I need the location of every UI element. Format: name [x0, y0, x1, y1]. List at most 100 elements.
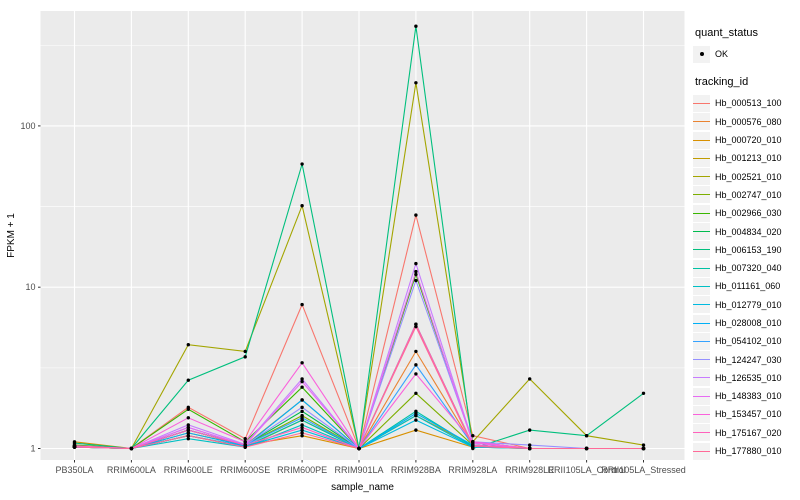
data-point[interactable]: [357, 446, 361, 451]
data-point[interactable]: [471, 434, 475, 438]
data-point[interactable]: [414, 24, 418, 28]
data-point[interactable]: [243, 349, 247, 354]
legend-item-label: Hb_028008_010: [715, 318, 782, 328]
data-point[interactable]: [414, 261, 418, 266]
legend-item-Hb_054102_010[interactable]: Hb_054102_010: [693, 332, 799, 350]
data-point[interactable]: [300, 423, 304, 427]
legend-key-line: [693, 450, 710, 452]
data-point[interactable]: [186, 423, 190, 427]
data-point[interactable]: [414, 428, 418, 432]
legend-item-Hb_012779_010[interactable]: Hb_012779_010: [693, 296, 799, 314]
data-point[interactable]: [414, 418, 418, 422]
legend-item-Hb_175167_020[interactable]: Hb_175167_020: [693, 424, 799, 442]
data-point[interactable]: [186, 431, 190, 435]
data-point[interactable]: [72, 445, 77, 449]
data-point[interactable]: [414, 349, 418, 354]
legend-tracking-id-block: tracking_id Hb_000513_100 Hb_000576_080 Hb…: [693, 76, 799, 460]
legend-key-box: [693, 332, 710, 350]
data-point[interactable]: [243, 437, 247, 441]
data-point[interactable]: [300, 379, 304, 384]
data-point[interactable]: [641, 446, 646, 451]
legend-item-Hb_002747_010[interactable]: Hb_002747_010: [693, 186, 799, 204]
data-point[interactable]: [414, 411, 418, 416]
legend-item-Hb_011161_060[interactable]: Hb_011161_060: [693, 277, 799, 295]
data-point[interactable]: [186, 428, 190, 432]
data-point[interactable]: [300, 425, 304, 430]
data-point[interactable]: [300, 431, 304, 435]
legend-key-line: [693, 212, 710, 214]
data-point[interactable]: [300, 302, 304, 307]
data-point[interactable]: [414, 363, 418, 367]
data-point[interactable]: [243, 440, 247, 444]
data-point[interactable]: [300, 162, 304, 166]
legend-item-Hb_000720_010[interactable]: Hb_000720_010: [693, 131, 799, 149]
legend-item-Hb_028008_010[interactable]: Hb_028008_010: [693, 314, 799, 332]
data-point[interactable]: [414, 213, 418, 217]
data-point[interactable]: [186, 416, 190, 420]
data-point[interactable]: [528, 428, 532, 432]
x-tick-label: RRIM600LA: [107, 465, 156, 475]
data-point[interactable]: [414, 269, 418, 274]
legend-item-Hb_000576_080[interactable]: Hb_000576_080: [693, 113, 799, 131]
legend-item-Hb_001213_010[interactable]: Hb_001213_010: [693, 149, 799, 167]
legend-item-Hb_126535_010[interactable]: Hb_126535_010: [693, 369, 799, 387]
data-point[interactable]: [414, 81, 418, 85]
legend-key-box: [693, 131, 710, 149]
data-point[interactable]: [414, 322, 418, 326]
legend-key-box: [693, 168, 710, 186]
data-point[interactable]: [72, 441, 77, 445]
legend-item-Hb_153457_010[interactable]: Hb_153457_010: [693, 405, 799, 423]
legend-item-Hb_007320_040[interactable]: Hb_007320_040: [693, 259, 799, 277]
data-point[interactable]: [584, 434, 589, 438]
data-point[interactable]: [471, 440, 475, 444]
legend-item-Hb_002521_010[interactable]: Hb_002521_010: [693, 167, 799, 186]
data-point[interactable]: [186, 437, 190, 441]
data-point[interactable]: [471, 444, 475, 449]
legend-item-label: OK: [715, 49, 729, 60]
data-point[interactable]: [584, 446, 589, 451]
data-point[interactable]: [300, 361, 304, 365]
legend-item-Hb_002966_030[interactable]: Hb_002966_030: [693, 204, 799, 222]
data-point[interactable]: [414, 324, 418, 329]
data-point[interactable]: [414, 391, 418, 395]
data-point[interactable]: [300, 416, 304, 420]
data-point[interactable]: [528, 377, 532, 381]
data-point[interactable]: [300, 434, 304, 438]
data-point[interactable]: [300, 409, 304, 414]
data-point[interactable]: [186, 434, 190, 438]
legend-item-Hb_004834_020[interactable]: Hb_004834_020: [693, 222, 799, 241]
x-tick-label: RRII105LA_Stressed: [601, 465, 686, 475]
data-point[interactable]: [186, 425, 190, 430]
legend-item-label: Hb_012779_010: [715, 299, 782, 310]
data-point[interactable]: [528, 446, 532, 451]
legend-item-Hb_006153_190[interactable]: Hb_006153_190: [693, 241, 799, 259]
data-point[interactable]: [528, 443, 532, 447]
chart-legend: quant_status OK tracking_id Hb_000513_10…: [693, 27, 799, 460]
data-point[interactable]: [300, 405, 304, 410]
legend-item-label: Hb_126535_010: [715, 372, 782, 383]
data-point[interactable]: [186, 343, 190, 347]
data-point[interactable]: [300, 398, 304, 402]
legend-item-Hb_000513_100[interactable]: Hb_000513_100: [693, 94, 799, 112]
data-point[interactable]: [243, 445, 247, 449]
data-point[interactable]: [186, 407, 190, 411]
data-point[interactable]: [300, 377, 304, 381]
legend-item-label: Hb_148383_010: [715, 391, 782, 402]
data-point[interactable]: [300, 204, 304, 208]
data-point[interactable]: [300, 428, 304, 432]
legend-item-ok[interactable]: OK: [693, 45, 799, 63]
data-point[interactable]: [414, 272, 418, 277]
data-point[interactable]: [414, 372, 418, 376]
data-point[interactable]: [414, 278, 418, 283]
legend-item-Hb_124247_030[interactable]: Hb_124247_030: [693, 350, 799, 369]
data-point[interactable]: [243, 355, 247, 359]
data-point[interactable]: [129, 446, 134, 451]
legend-key-box: [693, 204, 710, 222]
data-point[interactable]: [641, 391, 646, 395]
legend-item-Hb_148383_010[interactable]: Hb_148383_010: [693, 387, 799, 405]
legend-item-Hb_177880_010[interactable]: Hb_177880_010: [693, 442, 799, 460]
data-point[interactable]: [186, 378, 190, 382]
data-point[interactable]: [641, 443, 646, 447]
data-point[interactable]: [300, 385, 304, 389]
